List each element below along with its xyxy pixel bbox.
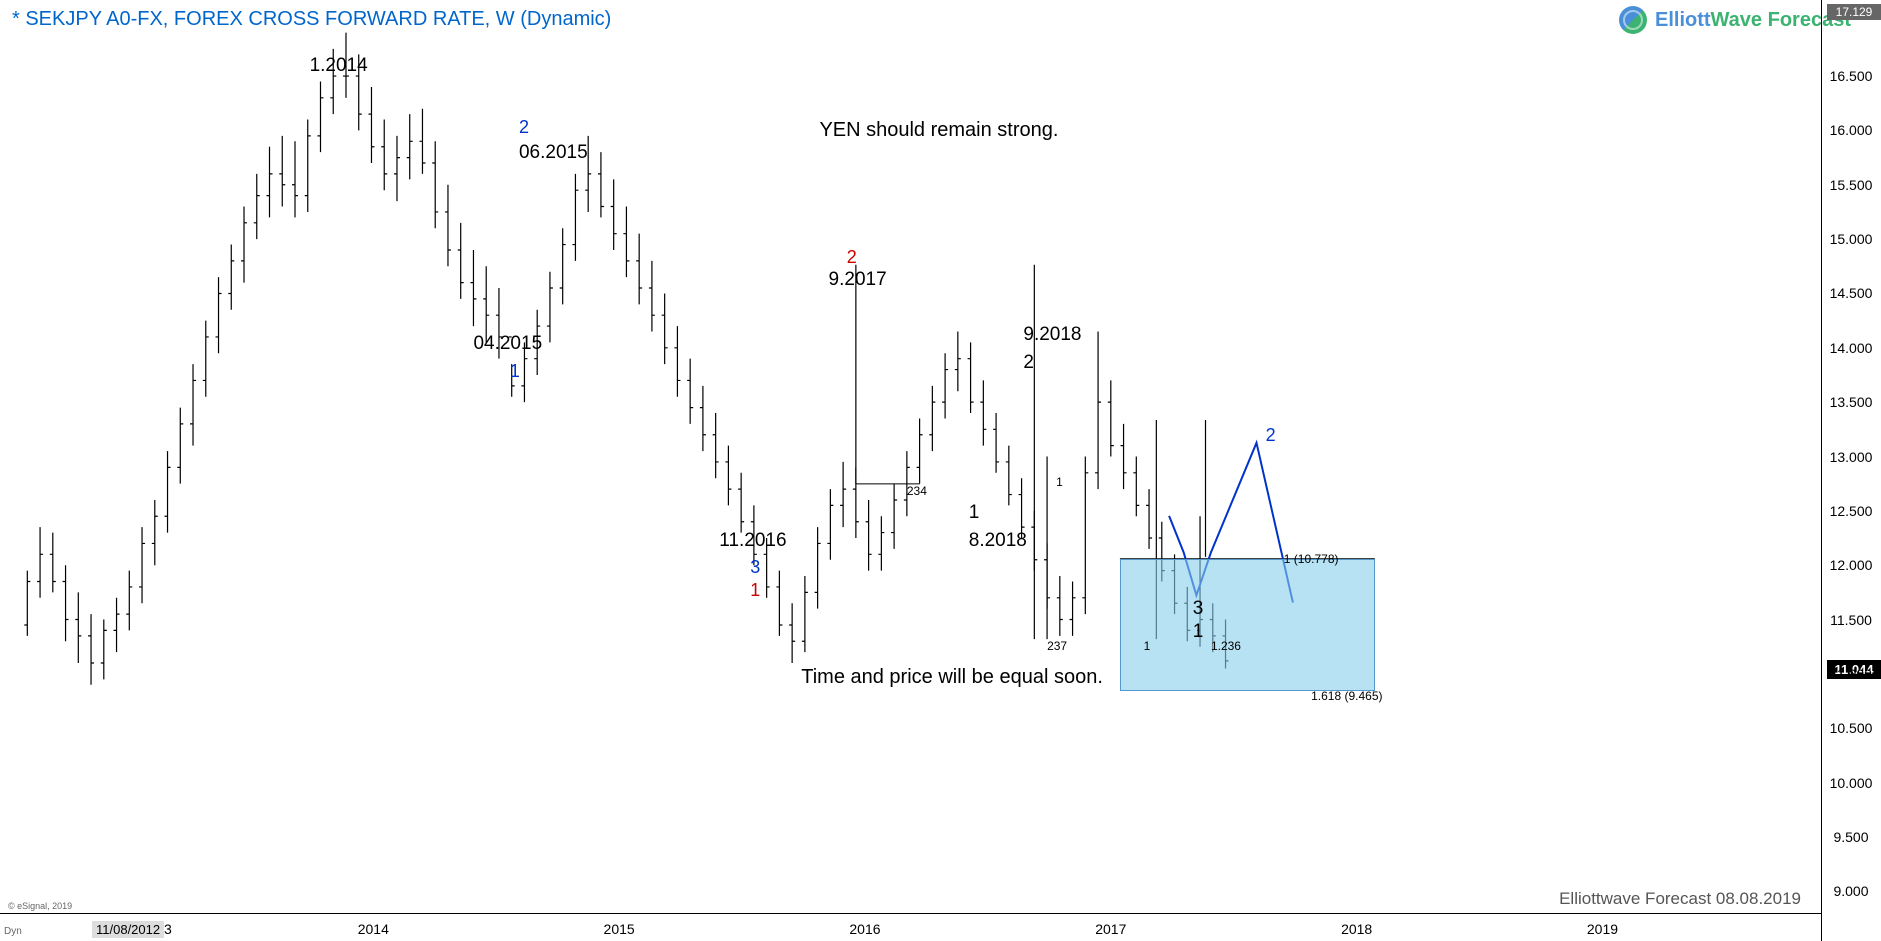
y-tick: 9.500 [1821, 829, 1881, 845]
y-tick: 11.000 [1821, 666, 1881, 682]
annotation: 2 [847, 247, 857, 268]
dyn-label: Dyn [4, 926, 22, 937]
annotation: 2 [1023, 352, 1034, 374]
annotation: 1 [1144, 639, 1151, 653]
annotation: 2 [519, 117, 529, 138]
annotation: 3 [1193, 598, 1204, 620]
target-box [1120, 559, 1375, 691]
y-tick: 12.000 [1821, 557, 1881, 573]
annotation: 234 [907, 484, 927, 498]
annotation: 1.618 (9.465) [1311, 689, 1382, 703]
annotation: 9.2017 [829, 269, 887, 291]
y-tick: 10.000 [1821, 775, 1881, 791]
y-tick: 13.000 [1821, 449, 1881, 465]
annotation: 1 [750, 580, 760, 601]
watermark: Elliottwave Forecast 08.08.2019 [1559, 889, 1801, 909]
y-tick: 12.500 [1821, 503, 1881, 519]
annotation: 237 [1047, 639, 1067, 653]
annotation: Time and price will be equal soon. [801, 666, 1103, 689]
y-tick: 11.500 [1821, 612, 1881, 628]
x-tick: 2017 [1095, 921, 1126, 937]
y-tick: 15.000 [1821, 231, 1881, 247]
annotation: 1 (10.778) [1284, 552, 1339, 566]
copyright: © eSignal, 2019 [8, 901, 72, 911]
x-tick: 2018 [1341, 921, 1372, 937]
time-start-end: 3 [164, 921, 172, 937]
annotation: 3 [750, 557, 760, 578]
plot-area[interactable]: 1.2014206.201504.2015129.201711.2016319.… [0, 0, 1821, 913]
annotation: 1 [1056, 475, 1063, 489]
annotation: 9.2018 [1023, 324, 1081, 346]
y-axis[interactable]: 17.129 11.044 9.0009.50010.00010.50011.0… [1821, 0, 1881, 941]
x-tick: 2019 [1587, 921, 1618, 937]
y-tick: 14.500 [1821, 285, 1881, 301]
annotation: 1 [1193, 621, 1204, 643]
annotation: 1 [969, 502, 980, 524]
annotation: 04.2015 [473, 333, 542, 355]
y-tick: 10.500 [1821, 720, 1881, 736]
y-tick: 16.000 [1821, 122, 1881, 138]
annotation: 11.2016 [719, 530, 786, 552]
y-tick: 15.500 [1821, 177, 1881, 193]
x-axis[interactable]: 11/08/2012 3 2014 2015 2016 2017 2018 2019 [0, 913, 1821, 941]
annotation: 1.2014 [310, 55, 368, 77]
y-tick: 14.000 [1821, 340, 1881, 356]
time-start: 11/08/2012 [92, 921, 164, 938]
y-tick: 16.500 [1821, 68, 1881, 84]
price-tag-top: 17.129 [1827, 4, 1881, 20]
annotation: 2 [1266, 425, 1276, 446]
annotation: 1 [510, 361, 520, 382]
annotation: 8.2018 [969, 530, 1027, 552]
y-tick: 9.000 [1821, 883, 1881, 899]
annotation: 1.236 [1211, 639, 1241, 653]
x-tick: 2014 [358, 921, 389, 937]
annotation: 06.2015 [519, 142, 588, 164]
chart-container: * SEKJPY A0-FX, FOREX CROSS FORWARD RATE… [0, 0, 1881, 941]
y-tick: 13.500 [1821, 394, 1881, 410]
annotation: YEN should remain strong. [819, 119, 1058, 142]
x-tick: 2016 [849, 921, 880, 937]
x-tick: 2015 [604, 921, 635, 937]
